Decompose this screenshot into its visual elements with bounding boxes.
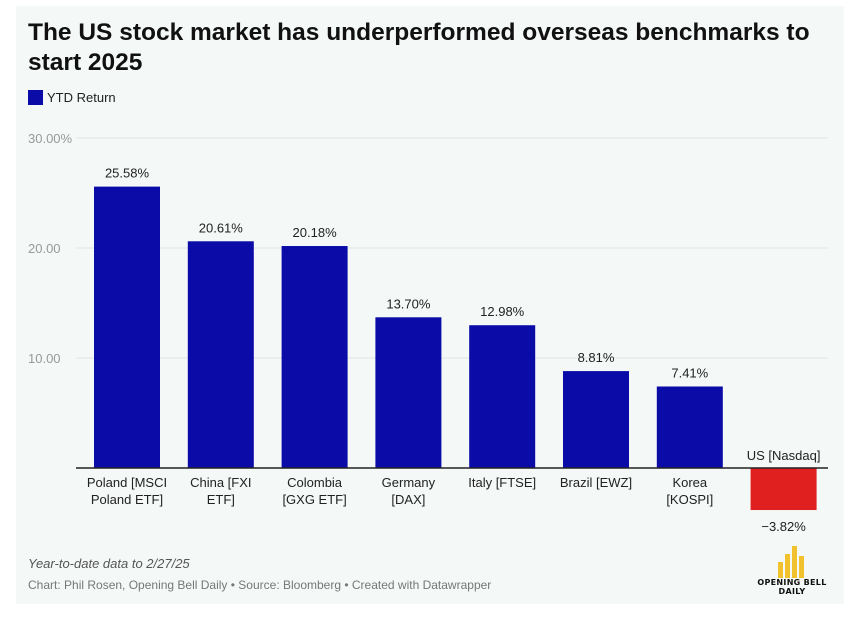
bar-chart: 30.00% 20.00 10.00 25.58% Poland [MSCI Poland… <box>28 131 828 534</box>
chart-title: The US stock market has underperformed o… <box>28 19 810 76</box>
legend-label: YTD Return <box>47 90 116 105</box>
bar <box>750 468 817 511</box>
bar <box>656 386 723 468</box>
chart-card: The US stock market has underperformed o… <box>16 6 844 604</box>
data-label: −3.82% <box>761 519 806 534</box>
x-tick-label: Germany <box>382 475 436 490</box>
y-tick-label: 10.00 <box>28 351 61 366</box>
x-tick-label: [KOSPI] <box>666 492 713 507</box>
bar-chart-logo-icon <box>778 546 804 578</box>
x-tick-label: Poland [MSCI <box>87 475 167 490</box>
y-tick-label: 20.00 <box>28 241 61 256</box>
x-tick-label: Italy [FTSE] <box>468 475 536 490</box>
legend-swatch <box>28 90 43 105</box>
x-tick-label: US [Nasdaq] <box>747 448 821 463</box>
data-label: 12.98% <box>480 304 525 319</box>
source-credit: Chart: Phil Rosen, Opening Bell Daily • … <box>28 578 492 592</box>
x-tick-label: ETF] <box>207 492 235 507</box>
date-note: Year-to-date data to 2/27/25 <box>28 556 190 571</box>
x-tick-label: Poland ETF] <box>91 492 163 507</box>
x-tick-label: Korea <box>672 475 707 490</box>
x-tick-label: Brazil [EWZ] <box>560 475 632 490</box>
x-tick-label: China [FXI <box>190 475 251 490</box>
x-tick-label: [GXG ETF] <box>282 492 346 507</box>
legend: YTD Return <box>28 90 116 105</box>
data-label: 7.41% <box>671 365 708 380</box>
x-tick-label: [DAX] <box>391 492 425 507</box>
data-label: 25.58% <box>105 166 150 181</box>
data-label: 13.70% <box>386 296 431 311</box>
bar <box>563 371 629 468</box>
logo-text-2: DAILY <box>778 587 806 596</box>
data-label: 8.81% <box>578 350 615 365</box>
bar <box>281 246 348 468</box>
data-label: 20.61% <box>199 220 244 235</box>
bar <box>187 241 254 468</box>
bar <box>469 325 536 468</box>
bar <box>375 317 442 468</box>
x-tick-label: Colombia <box>287 475 343 490</box>
y-tick-label: 30.00% <box>28 131 73 146</box>
bar <box>94 186 160 468</box>
opening-bell-logo: OPENING BELL DAILY <box>752 544 832 602</box>
logo-text-1: OPENING BELL <box>757 578 827 587</box>
data-label: 20.18% <box>293 225 338 240</box>
